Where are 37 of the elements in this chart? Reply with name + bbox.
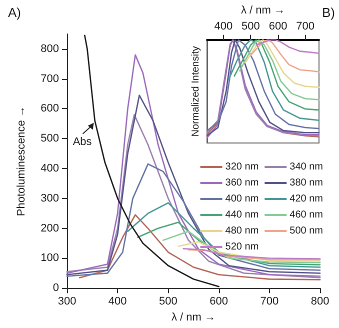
x-axis-title: λ / nm → [171, 312, 216, 324]
legend-label: 340 nm [290, 162, 324, 172]
x-tick-label: 600 [268, 20, 288, 32]
legend-label: 400 nm [225, 194, 259, 204]
x-tick-label: 400 [108, 296, 127, 308]
text: B) [322, 5, 335, 20]
y-tick-label: 500 [40, 132, 59, 145]
x-tick-label: 800 [310, 296, 330, 308]
legend-label: 320 nm [225, 162, 259, 172]
y-tick-label: 100 [40, 252, 59, 264]
x-tick-label: 500 [242, 20, 260, 32]
legend-label: 440 nm [225, 210, 259, 220]
y-tick-label: 400 [40, 162, 59, 175]
y-tick-label: 700 [40, 72, 59, 85]
x-tick-label: 300 [58, 296, 76, 308]
text: A) [8, 5, 21, 20]
y-tick-label: 300 [40, 192, 59, 204]
annotation: Abs [72, 136, 92, 148]
x-tick-label: 500 [159, 296, 178, 308]
y-axis-title: Photoluminescence → [16, 106, 28, 216]
legend-label: 500 nm [290, 226, 324, 236]
x-tick-label: 600 [210, 296, 228, 308]
legend-label: 380 nm [290, 178, 324, 188]
legend-label: 520 nm [225, 242, 259, 252]
legend-label: 360 nm [225, 178, 259, 188]
legend-label: 420 nm [290, 194, 324, 204]
x-tick-label: 700 [296, 20, 315, 32]
y-tick-label: 600 [40, 102, 59, 115]
legend-label: 460 nm [290, 210, 324, 220]
x-tick-label: 400 [214, 20, 233, 32]
y-tick-label: 800 [40, 42, 59, 55]
x-tick-label: 700 [260, 296, 279, 308]
y-axis-title: Normalized Intensity [190, 46, 202, 137]
y-tick-label: 0 [52, 282, 59, 294]
x-axis-title: λ / nm → [240, 4, 286, 16]
y-tick-label: 200 [40, 222, 59, 234]
legend-label: 480 nm [225, 226, 259, 236]
